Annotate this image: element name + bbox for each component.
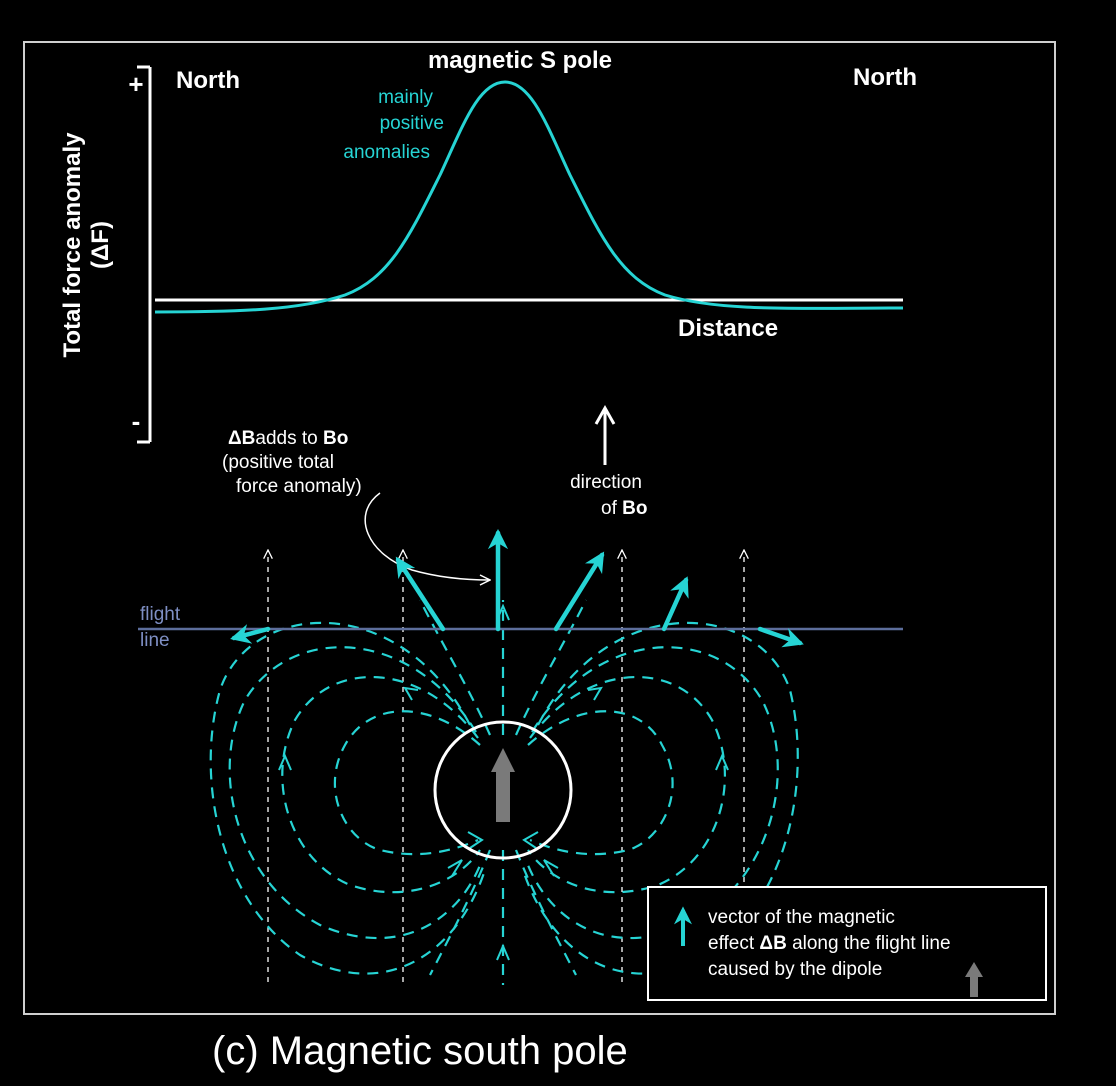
legend-delta-b: ΔB	[759, 933, 786, 954]
direction-of: of	[601, 498, 622, 519]
delta-b-vector	[230, 624, 271, 644]
dipole-arrow-icon	[491, 748, 515, 822]
delta-b-vector	[395, 556, 446, 632]
dipole-field-lines	[209, 599, 799, 985]
bo-arrow-icon	[594, 404, 616, 465]
anomaly-note-line3: anomalies	[343, 142, 430, 163]
y-axis-title-line2: (ΔF)	[87, 221, 114, 269]
legend-along: along the flight line	[787, 933, 951, 954]
db-adds-line1: ΔBadds to Bo	[228, 428, 348, 449]
db-adds-pointer	[364, 492, 490, 580]
db-adds-delta: ΔB	[228, 428, 255, 449]
direction-bo: Bo	[622, 498, 647, 519]
figure-caption: (c) Magnetic south pole	[212, 1029, 628, 1073]
delta-b-vectors	[230, 528, 804, 648]
diagram-frame	[23, 41, 1056, 1015]
y-axis-title-line1: Total force anomaly	[59, 132, 86, 358]
legend-effect: effect	[708, 933, 759, 954]
direction-line2: of Bo	[601, 498, 647, 519]
north-right-label: North	[853, 64, 917, 91]
distance-label: Distance	[678, 315, 778, 342]
db-adds-line3: force anomaly)	[236, 476, 362, 497]
legend-line2: effect ΔB along the flight line	[708, 933, 951, 954]
anomaly-note-line1: mainly	[378, 87, 433, 108]
dipole-body	[433, 720, 573, 860]
anomaly-note-line2: positive	[380, 113, 444, 134]
legend-line1: vector of the magnetic	[708, 907, 895, 928]
db-adds-line2: (positive total	[222, 452, 334, 473]
y-axis-plus: +	[128, 69, 143, 99]
pole-title: magnetic S pole	[428, 47, 612, 74]
delta-b-vector	[553, 551, 605, 632]
flight-line-label2: line	[140, 630, 170, 651]
db-adds-text: adds to	[255, 428, 323, 449]
delta-b-vector	[757, 626, 804, 648]
flight-line-label1: flight	[140, 604, 181, 625]
db-adds-bo: Bo	[323, 428, 348, 449]
field-direction-markers	[278, 603, 729, 961]
direction-line1: direction	[570, 472, 642, 493]
legend-dipole-arrow-icon	[965, 962, 983, 997]
y-axis-bracket	[137, 65, 152, 444]
y-axis-title: Total force anomaly (ΔF)	[59, 132, 114, 358]
delta-b-vector	[661, 576, 689, 632]
y-axis-minus: -	[132, 406, 141, 436]
anomaly-curve	[154, 80, 904, 314]
legend-line3: caused by the dipole	[708, 959, 882, 980]
legend-box	[647, 886, 1047, 1001]
north-left-label: North	[176, 67, 240, 94]
